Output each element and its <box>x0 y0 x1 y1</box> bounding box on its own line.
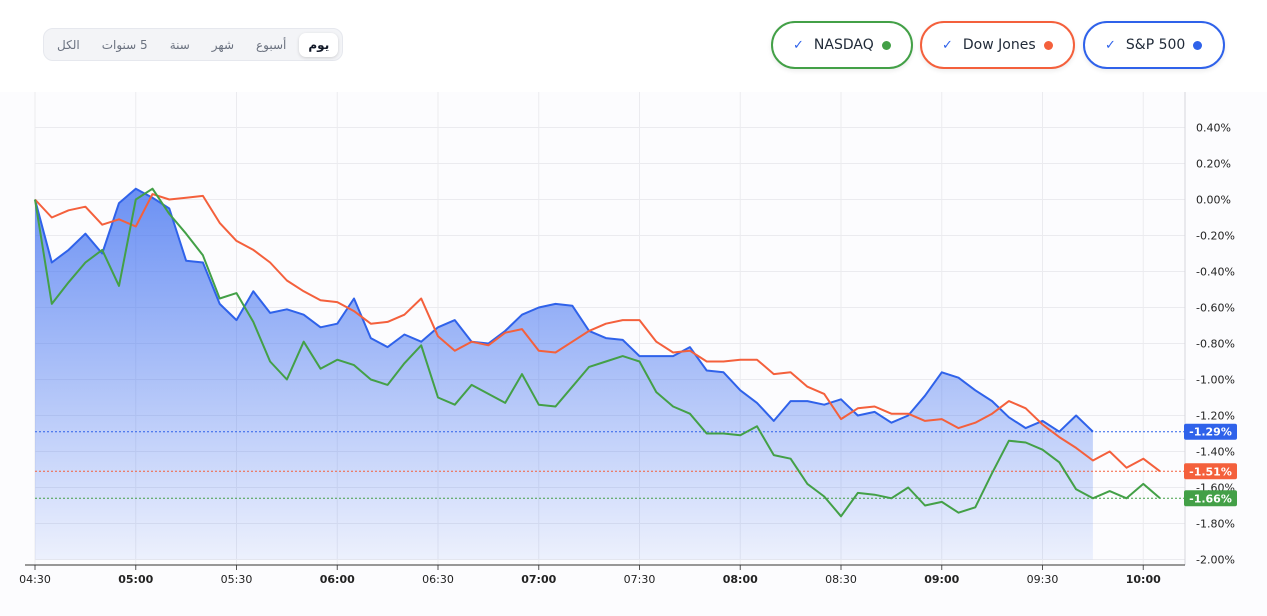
y-tick-label: -1.20% <box>1196 410 1235 423</box>
last-value-label-dow-jones: -1.51% <box>1189 465 1232 478</box>
x-tick-label: 09:00 <box>924 573 959 586</box>
x-tick-label: 05:30 <box>221 573 253 586</box>
x-tick-label: 06:30 <box>422 573 454 586</box>
check-icon: ✓ <box>942 37 953 53</box>
y-tick-label: -1.00% <box>1196 374 1235 387</box>
range-5years-button[interactable]: 5 سنوات <box>101 37 148 52</box>
last-value-label-s-p-500: -1.29% <box>1189 426 1232 439</box>
line-chart: 0.40% 0.20% 0.00% -0.20% -0.40% -0.60% -0.80% -… <box>19 92 1237 586</box>
legend-label-nasdaq: NASDAQ <box>813 37 874 53</box>
toolbar: الكل 5 سنوات سنة شهر أسبوع يوم ✓ NASDAQ … <box>0 0 1267 92</box>
x-tick-label: 09:30 <box>1027 573 1059 586</box>
last-value-badge-dow-jones <box>1184 463 1237 480</box>
legend-toggle-sp500[interactable]: ✓ S&P 500 <box>1083 21 1225 69</box>
sp500-area <box>35 188 1093 560</box>
x-tick-label: 08:30 <box>825 573 857 586</box>
last-value-badge-s-p-500 <box>1184 423 1237 440</box>
range-year-button[interactable]: سنة <box>169 37 190 52</box>
x-tick-label: 05:00 <box>118 573 153 586</box>
range-day-button[interactable]: يوم <box>299 32 339 57</box>
range-week-button[interactable]: أسبوع <box>256 37 287 52</box>
range-all-button[interactable]: الكل <box>57 37 80 52</box>
legend-label-sp500: S&P 500 <box>1125 37 1186 53</box>
y-tick-label: -0.40% <box>1196 266 1235 279</box>
series-dot-icon <box>881 40 891 50</box>
y-tick-label: -2.00% <box>1196 554 1235 567</box>
legend-toggle-dow-jones[interactable]: ✓ Dow Jones <box>920 21 1075 69</box>
y-tick-label: 0.20% <box>1196 158 1231 171</box>
y-tick-label: -1.80% <box>1196 518 1235 531</box>
y-tick-label: -1.40% <box>1196 446 1235 459</box>
check-icon: ✓ <box>1105 37 1116 53</box>
x-tick-label: 08:00 <box>723 573 758 586</box>
series-line-s-p-500 <box>34 187 1094 433</box>
series-dot-icon <box>1193 40 1203 50</box>
x-tick-label: 10:00 <box>1126 573 1161 586</box>
series-line-dow-jones <box>34 193 1161 473</box>
y-tick-label: -0.80% <box>1196 338 1235 351</box>
range-selector: الكل 5 سنوات سنة شهر أسبوع يوم <box>43 28 344 61</box>
x-tick-label: 07:00 <box>521 573 556 586</box>
series-line-nasdaq <box>34 187 1161 518</box>
y-tick-label: -0.20% <box>1196 230 1235 243</box>
x-tick-label: 04:30 <box>19 573 51 586</box>
check-icon: ✓ <box>793 37 804 53</box>
range-month-button[interactable]: شهر <box>211 37 235 52</box>
x-tick-label: 06:00 <box>320 573 355 586</box>
last-value-badge-nasdaq <box>1184 490 1237 507</box>
series-dot-icon <box>1043 40 1053 50</box>
legend-toggle-nasdaq[interactable]: ✓ NASDAQ <box>771 21 913 69</box>
y-tick-label: 0.40% <box>1196 122 1231 135</box>
y-tick-label: -0.60% <box>1196 302 1235 315</box>
x-tick-label: 07:30 <box>624 573 656 586</box>
legend-label-dow-jones: Dow Jones <box>962 37 1036 53</box>
last-value-label-nasdaq: -1.66% <box>1189 492 1232 505</box>
y-tick-label: 0.00% <box>1196 194 1231 207</box>
